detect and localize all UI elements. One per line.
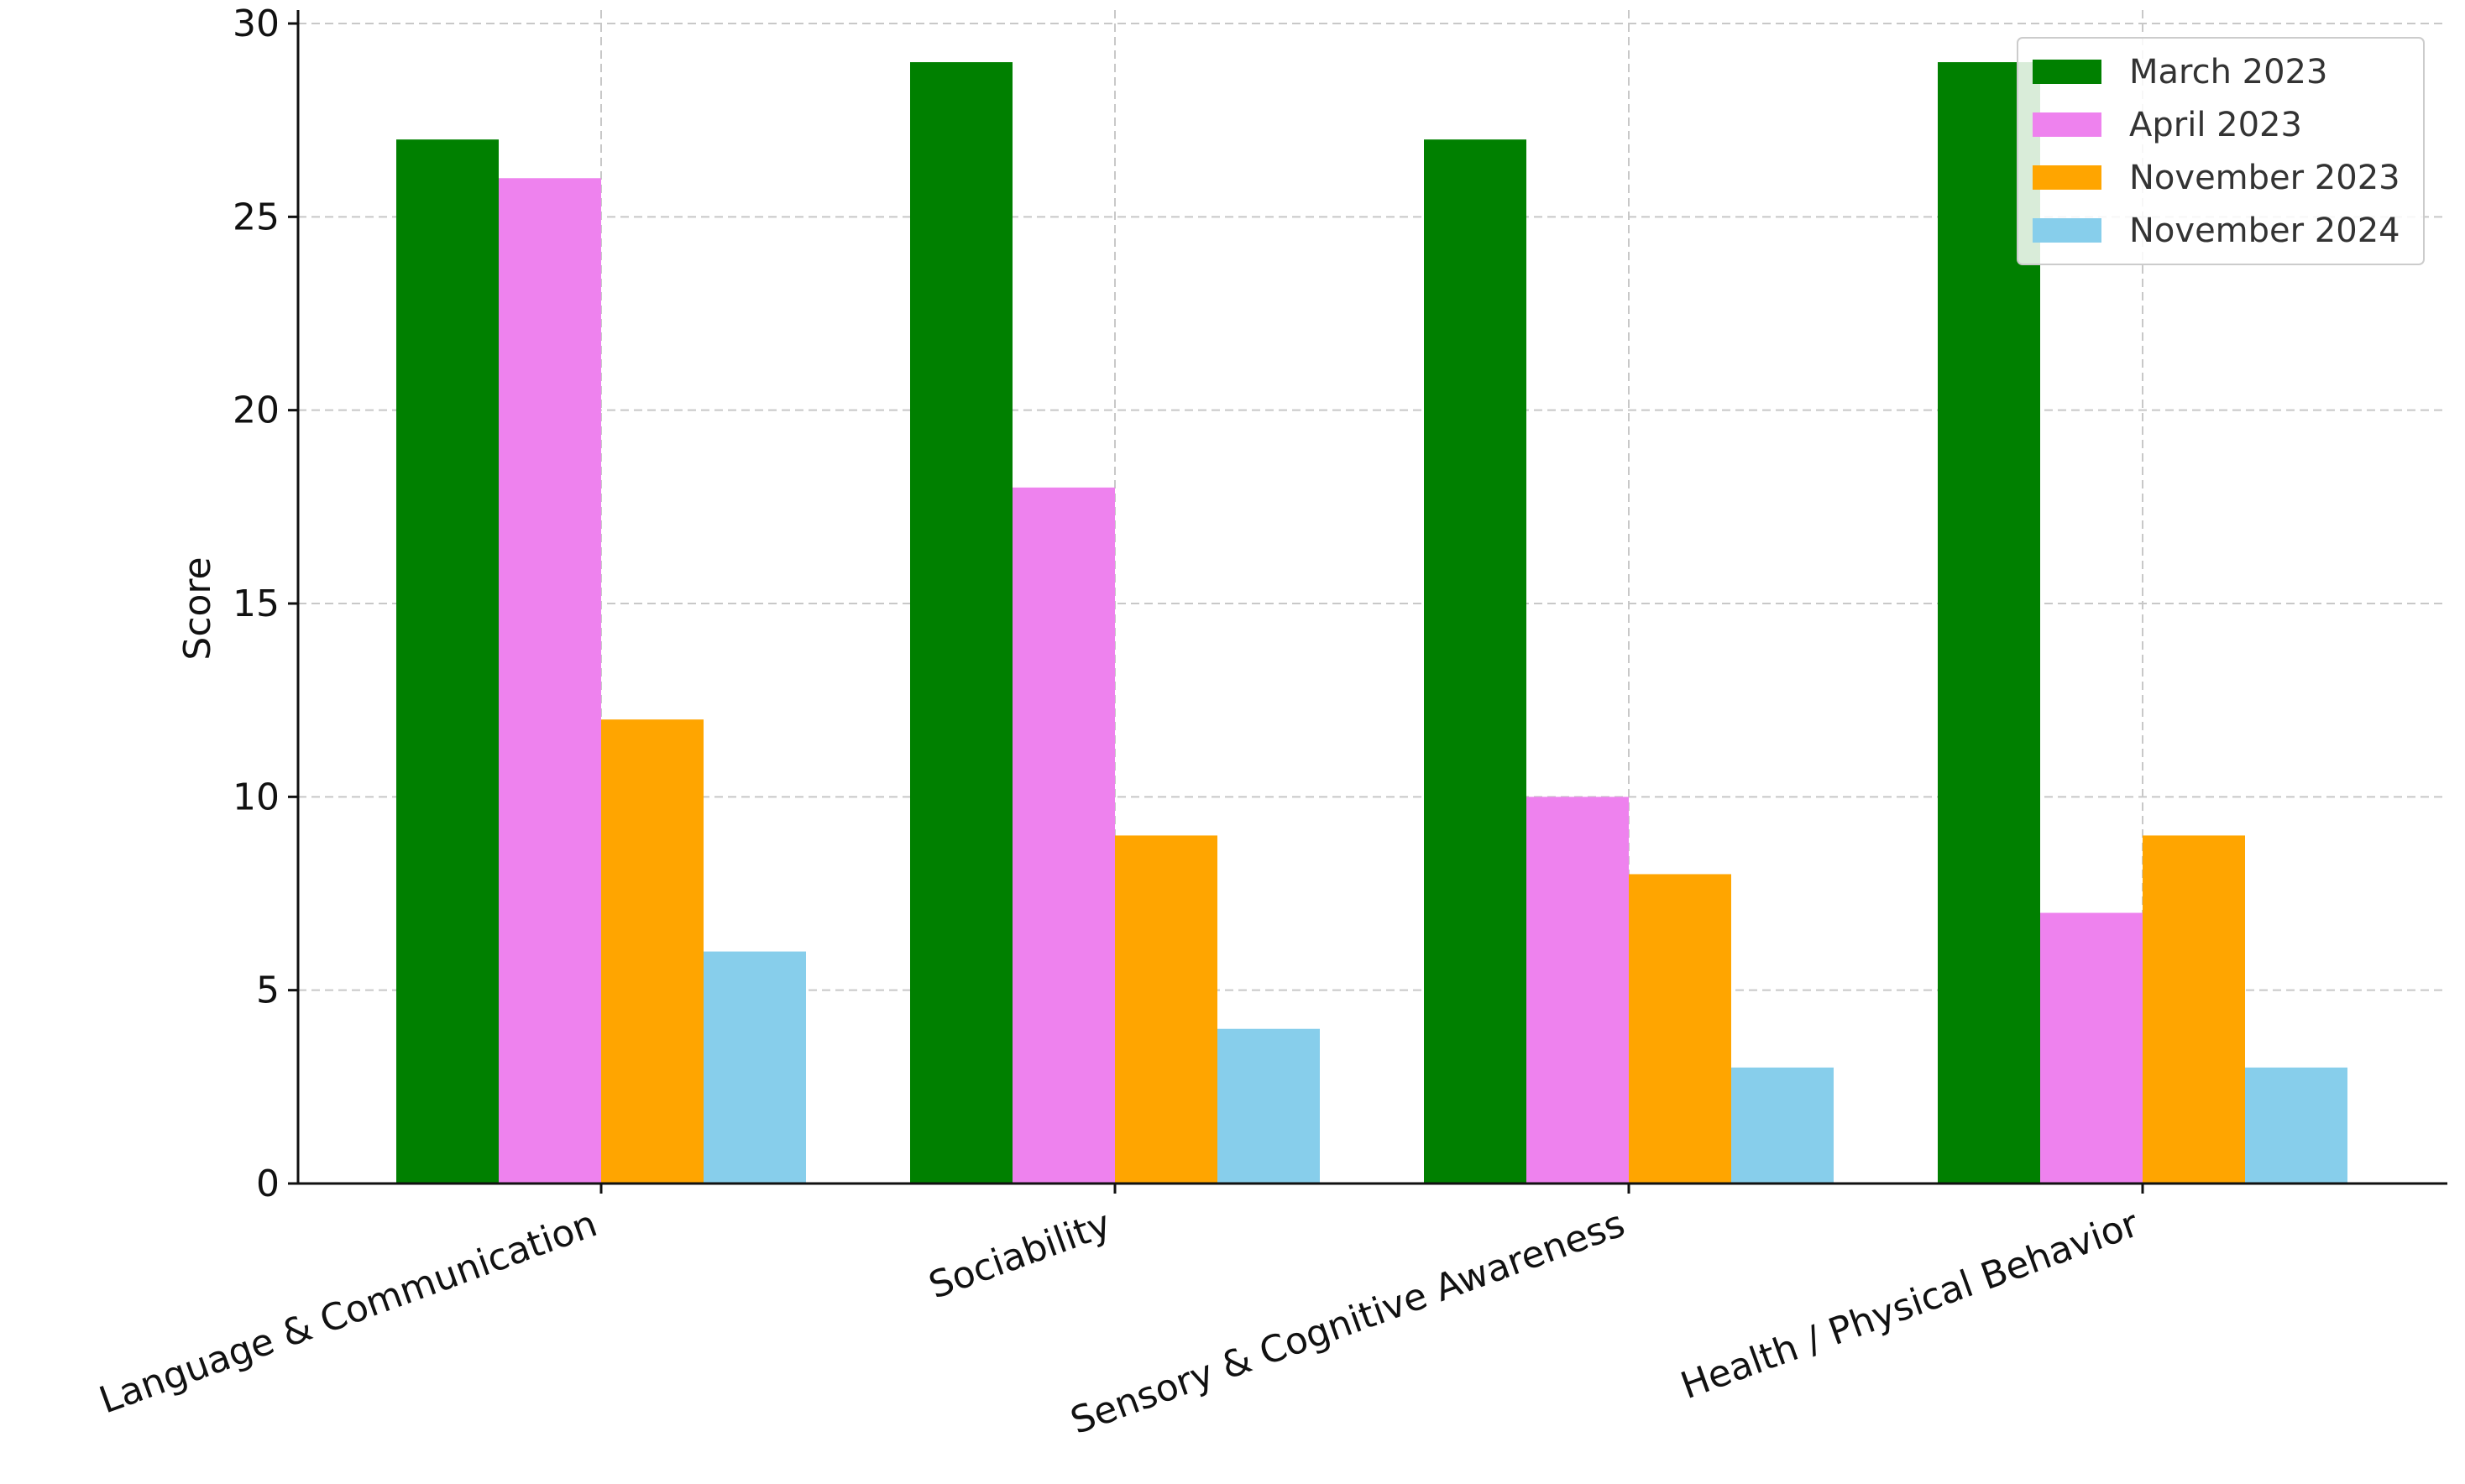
bar: [2143, 835, 2245, 1184]
bar: [1217, 1028, 1320, 1184]
bar: [704, 951, 806, 1184]
y-tick-label: 10: [233, 776, 280, 818]
axes: [288, 10, 2447, 1194]
bar: [910, 62, 1013, 1184]
bar: [1629, 874, 1731, 1184]
y-tick-label: 0: [256, 1163, 280, 1205]
bar: [2245, 1067, 2347, 1184]
legend-swatch: [2033, 112, 2101, 137]
x-tick-label: Sociability: [924, 1202, 1117, 1307]
legend-box: [2017, 37, 2425, 265]
y-tick-label: 5: [256, 969, 280, 1012]
x-tick-labels: Language & Communication SociabilitySenso…: [94, 1202, 2145, 1443]
y-axis-label: Score: [176, 556, 219, 660]
y-tick-label: 20: [233, 389, 280, 432]
bars: [396, 62, 2347, 1184]
legend-swatch: [2033, 165, 2101, 190]
legend-entry: April 2023: [2129, 106, 2302, 144]
legend-entry: November 2023: [2129, 159, 2400, 197]
bar: [396, 139, 499, 1184]
x-tick-label: Language & Communication: [94, 1202, 603, 1422]
legend-swatch: [2033, 60, 2101, 84]
y-tick-labels: 0 5 10 15 20 25 30: [233, 3, 280, 1205]
bar: [1424, 139, 1526, 1184]
y-tick-label: 30: [233, 3, 280, 45]
bar: [601, 719, 704, 1184]
y-tick-label: 15: [233, 583, 280, 625]
bar: [2040, 912, 2143, 1184]
legend-swatch: [2033, 218, 2101, 243]
bar: [1013, 487, 1115, 1184]
x-tick-label: Sensory & Cognitive Awareness: [1065, 1202, 1630, 1443]
bar: [499, 178, 601, 1184]
legend-entry: November 2024: [2129, 212, 2400, 250]
legend: March 2023 April 2023 November 2023 Novembe…: [2017, 37, 2425, 265]
x-tick-label: Health / Physical Behavior: [1675, 1202, 2144, 1408]
bar: [1526, 797, 1629, 1184]
legend-entry: March 2023: [2129, 53, 2327, 91]
bar: [1731, 1067, 1834, 1184]
y-tick-label: 25: [233, 196, 280, 238]
bar: [1115, 835, 1217, 1184]
